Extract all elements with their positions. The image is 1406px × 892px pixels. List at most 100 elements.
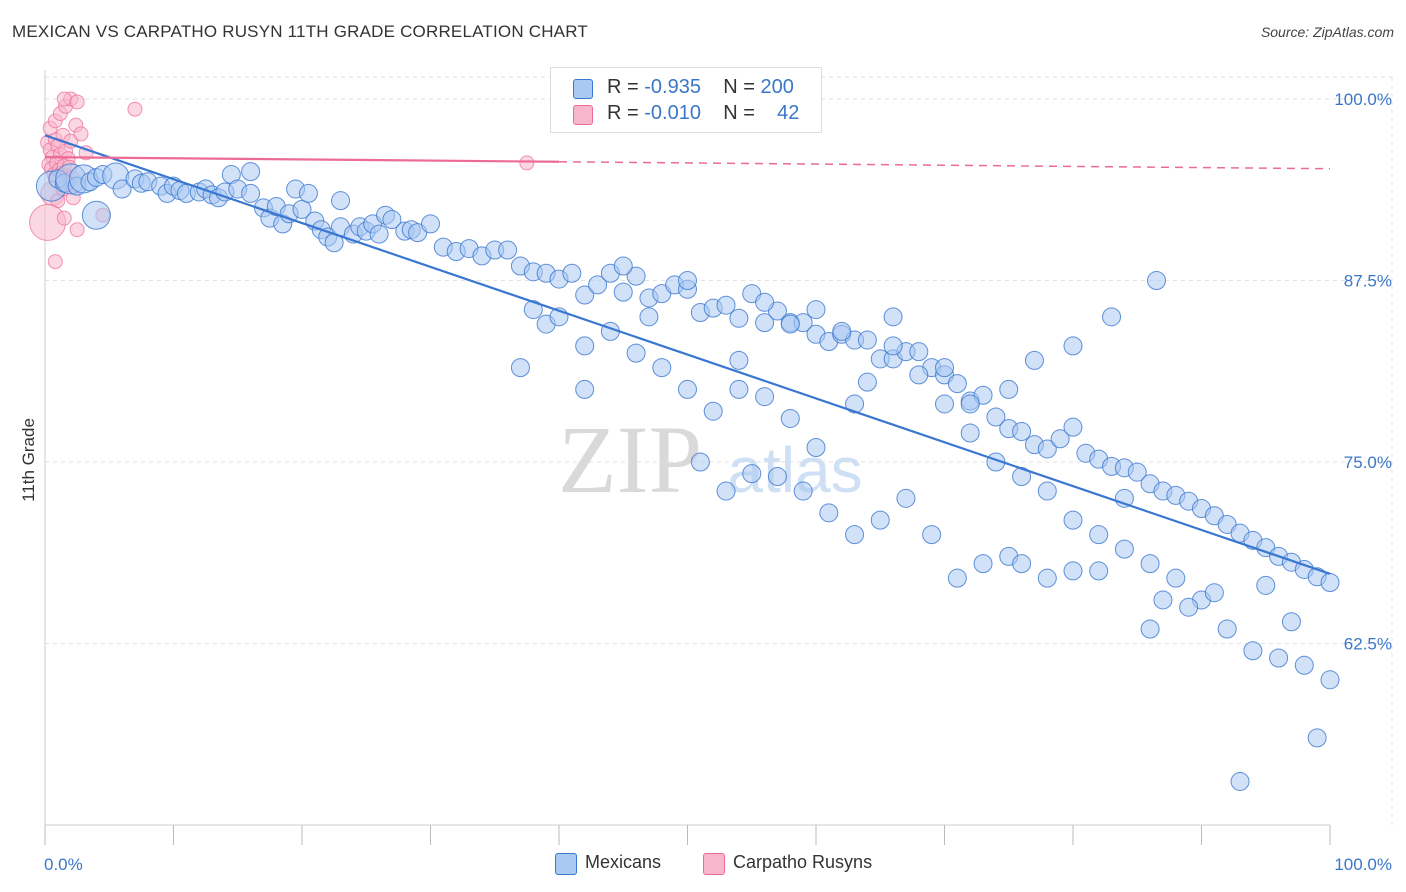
y-tick-label: 100.0% — [1334, 90, 1392, 109]
data-point-mexicans — [1012, 422, 1032, 442]
legend-n-label: N = — [723, 102, 761, 124]
data-point-mexicans — [575, 285, 595, 305]
data-point-mexicans — [1147, 271, 1167, 291]
data-point-mexicans — [575, 336, 595, 356]
data-point-mexicans — [1307, 728, 1327, 748]
data-point-mexicans — [780, 408, 800, 428]
data-point-mexicans — [678, 379, 697, 399]
legend-r-label: R = — [607, 76, 645, 98]
data-point-mexicans — [960, 423, 980, 443]
stats-legend: R = -0.935 N = 200 R = -0.010 N = 42 — [550, 67, 822, 133]
y-tick-label: 87.5% — [1344, 272, 1392, 291]
data-point-mexicans — [1024, 350, 1044, 370]
data-point-mexicans — [935, 358, 954, 378]
watermark: ZIP atlas — [558, 406, 863, 513]
data-point-carpatho-rusyns — [69, 222, 85, 238]
chart-source: Source: ZipAtlas.com — [1260, 24, 1394, 40]
data-point-carpatho-rusyns — [73, 126, 89, 142]
data-point-mexicans — [112, 179, 132, 199]
data-point-mexicans — [909, 342, 929, 362]
bottom-legend-label-mexicans: Mexicans — [585, 852, 662, 872]
data-point-mexicans — [510, 358, 530, 378]
data-point-mexicans — [241, 183, 261, 203]
data-point-mexicans — [883, 336, 903, 356]
data-point-mexicans — [1063, 510, 1083, 530]
data-point-mexicans — [819, 503, 839, 523]
trend-layer — [44, 134, 1331, 575]
data-point-mexicans — [857, 372, 877, 392]
data-point-mexicans — [678, 271, 697, 291]
data-point-mexicans — [742, 464, 762, 484]
data-point-mexicans — [999, 379, 1019, 399]
data-point-mexicans — [626, 343, 646, 363]
data-point-mexicans — [588, 275, 608, 295]
data-point-mexicans — [613, 282, 633, 302]
data-point-mexicans — [1281, 612, 1301, 632]
legend-r-label: R = — [607, 102, 645, 124]
x-tick-label: 0.0% — [44, 855, 83, 874]
data-point-carpatho-rusyns — [56, 91, 72, 107]
data-point-carpatho-rusyns — [47, 254, 63, 270]
data-point-mexicans — [845, 394, 865, 414]
bottom-legend-label-carpatho-rusyns: Carpatho Rusyns — [733, 852, 873, 872]
data-point-mexicans — [652, 358, 672, 378]
data-point-mexicans — [639, 307, 659, 327]
legend-n-value-mexicans: 200 — [760, 76, 794, 98]
data-point-mexicans — [845, 525, 865, 545]
data-point-mexicans — [1153, 590, 1173, 610]
data-point-mexicans — [1294, 655, 1314, 675]
data-point-mexicans — [562, 263, 582, 283]
y-tick-label: 62.5% — [1344, 635, 1392, 654]
legend-stats-carpatho-rusyns: R = -0.010 N = 42 — [607, 102, 799, 125]
data-point-mexicans — [716, 295, 736, 315]
data-point-mexicans — [1256, 575, 1276, 595]
data-point-mexicans — [626, 266, 646, 286]
bottom-legend-swatch-mexicans — [555, 853, 577, 875]
trendline-carpatho-rusyns — [44, 156, 560, 163]
data-point-carpatho-rusyns — [519, 155, 535, 171]
data-point-mexicans — [331, 191, 351, 211]
trendline-mexicans — [44, 134, 1331, 575]
data-point-mexicans — [755, 313, 775, 333]
data-point-mexicans — [498, 240, 518, 260]
data-point-mexicans — [806, 438, 826, 457]
watermark-zip: ZIP — [558, 406, 702, 513]
data-point-mexicans — [241, 162, 261, 182]
data-point-mexicans — [1179, 597, 1199, 617]
data-point-mexicans — [1063, 336, 1083, 356]
data-point-mexicans — [523, 300, 543, 320]
data-point-mexicans — [973, 554, 993, 574]
x-tick-label: 100.0% — [1334, 855, 1392, 874]
data-point-mexicans — [1102, 307, 1122, 327]
data-point-mexicans — [960, 394, 980, 414]
data-point-mexicans — [298, 183, 318, 203]
data-point-mexicans — [1127, 462, 1147, 482]
data-point-carpatho-rusyns — [69, 94, 85, 110]
chart-title: MEXICAN VS CARPATHO RUSYN 11TH GRADE COR… — [12, 22, 588, 41]
data-point-mexicans — [1114, 539, 1134, 559]
data-point-mexicans — [935, 394, 954, 414]
data-point-mexicans — [369, 224, 389, 244]
data-point-carpatho-rusyns — [56, 210, 72, 226]
data-point-mexicans — [1063, 561, 1083, 581]
legend-swatch-mexicans — [573, 79, 593, 99]
data-point-mexicans — [1230, 771, 1250, 791]
data-point-mexicans — [1037, 481, 1057, 501]
data-point-mexicans — [755, 292, 775, 312]
data-point-mexicans — [947, 568, 967, 588]
legend-n-label: N = — [723, 76, 761, 98]
legend-r-value-carpatho-rusyns: -0.010 — [644, 102, 701, 124]
y-tick-label: 75.0% — [1344, 453, 1392, 472]
trendline-carpatho-rusyns-extension — [558, 161, 1331, 170]
y-axis-label: 11th Grade — [19, 418, 38, 502]
data-point-mexicans — [421, 214, 440, 234]
data-point-mexicans — [382, 210, 402, 230]
data-point-carpatho-rusyns — [127, 101, 143, 117]
label-layer: 62.5% 75.0% 87.5% 100.0% 0.0% 100.0% 11th Grad… — [19, 90, 1392, 874]
data-point-mexicans — [1089, 525, 1109, 545]
legend-n-value-carpatho-rusyns: 42 — [777, 102, 800, 124]
data-point-mexicans — [767, 467, 787, 487]
data-point-mexicans — [793, 481, 813, 501]
data-point-mexicans — [870, 510, 890, 530]
